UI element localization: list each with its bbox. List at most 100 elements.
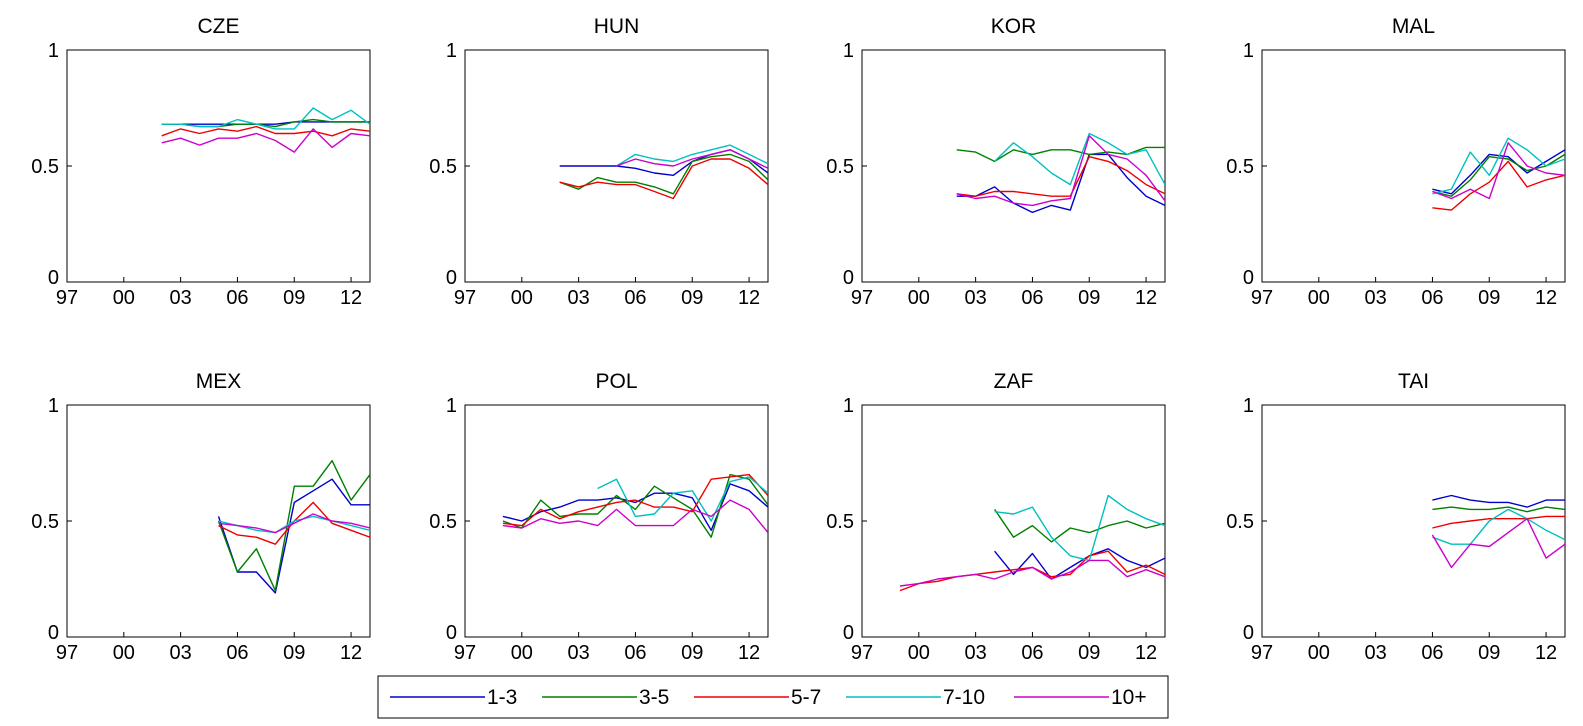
panel-title: CZE [198, 15, 240, 38]
legend-item-3-5: 3-5 [542, 686, 669, 709]
x-tick-label: 03 [965, 642, 987, 664]
x-tick-label: 00 [511, 287, 533, 309]
y-tick-label: 0.5 [429, 156, 457, 178]
panel-tai: TAI 97 00 03 06 09 12 0 0.5 1 [1226, 370, 1566, 664]
series-line-1-3 [956, 153, 1165, 214]
y-tick-label: 1 [1243, 395, 1254, 417]
x-tick-label: 00 [908, 642, 930, 664]
x-tick-label: 97 [454, 642, 476, 664]
series-group [217, 460, 370, 594]
series-line-1-3 [1432, 494, 1565, 508]
series-line-3-5 [994, 509, 1165, 543]
legend-item-1-3: 1-3 [390, 686, 517, 709]
x-tick-label: 06 [226, 642, 248, 664]
x-tick-label: 00 [1308, 642, 1330, 664]
y-tick-label: 0 [446, 622, 457, 644]
panel-hun: HUN 97 00 03 06 09 12 0 0.5 1 [429, 15, 769, 309]
legend-item-7-10: 7-10 [846, 686, 985, 709]
y-tick-label: 1 [843, 395, 854, 417]
y-tick-label: 1 [48, 395, 59, 417]
series-line-7-10 [616, 144, 768, 167]
y-tick-label: 1 [843, 40, 854, 62]
x-tick-label: 97 [1251, 642, 1273, 664]
series-line-7-10 [994, 132, 1165, 186]
x-tick-label: 03 [965, 287, 987, 309]
x-tick-label: 09 [1478, 287, 1500, 309]
panel-title: MAL [1392, 15, 1435, 38]
legend-label: 10+ [1111, 686, 1147, 709]
x-tick-label: 00 [1308, 287, 1330, 309]
series-group [956, 132, 1165, 214]
y-tick-label: 1 [1243, 40, 1254, 62]
x-tick-label: 03 [170, 287, 192, 309]
plot-frame [66, 49, 371, 283]
x-tick-label: 06 [1421, 642, 1443, 664]
y-tick-label: 0.5 [31, 156, 59, 178]
y-tick-label: 0 [843, 267, 854, 289]
series-group [1431, 494, 1565, 569]
series-line-7-10 [597, 476, 768, 522]
series-line-10plus [899, 559, 1165, 587]
series-line-7-10 [1432, 508, 1565, 545]
series-line-1-3 [502, 483, 768, 531]
legend-label: 5-7 [791, 686, 821, 709]
x-tick-label: 06 [1021, 642, 1043, 664]
panel-title: HUN [594, 15, 640, 38]
legend-item-5-7: 5-7 [694, 686, 821, 709]
y-tick-label: 0.5 [1226, 156, 1254, 178]
x-tick-label: 09 [681, 642, 703, 664]
series-line-5-7 [956, 155, 1165, 197]
x-tick-label: 03 [568, 287, 590, 309]
x-tick-label: 00 [113, 287, 135, 309]
series-group [161, 107, 370, 153]
x-tick-label: 09 [1078, 642, 1100, 664]
x-tick-label: 12 [340, 642, 362, 664]
y-tick-label: 0.5 [826, 511, 854, 533]
series-line-5-7 [899, 550, 1165, 592]
y-tick-label: 0.5 [1226, 511, 1254, 533]
series-line-5-7 [1432, 515, 1565, 529]
y-tick-label: 0.5 [826, 156, 854, 178]
x-tick-label: 12 [1535, 287, 1557, 309]
y-tick-label: 0 [843, 622, 854, 644]
x-tick-label: 12 [340, 287, 362, 309]
x-tick-label: 03 [1365, 287, 1387, 309]
x-tick-label: 06 [624, 642, 646, 664]
panel-kor: KOR 97 00 03 06 09 12 0 0.5 1 [826, 15, 1166, 309]
series-line-5-7 [559, 158, 768, 200]
series-group [559, 144, 768, 200]
panel-zaf: ZAF 97 00 03 06 09 12 0 0.5 1 [826, 370, 1166, 664]
panel-cze: CZE 97 00 03 06 09 12 0 0.5 1 [31, 15, 371, 309]
series-line-1-3 [217, 478, 370, 594]
y-tick-label: 0.5 [31, 511, 59, 533]
x-tick-label: 03 [1365, 642, 1387, 664]
plot-frame [1261, 404, 1566, 638]
series-line-10plus [1431, 518, 1565, 569]
plot-frame [464, 404, 769, 638]
x-tick-label: 06 [1021, 287, 1043, 309]
panel-title: MEX [196, 370, 242, 393]
x-tick-label: 03 [568, 642, 590, 664]
legend-label: 7-10 [943, 686, 985, 709]
series-line-5-7 [161, 125, 370, 137]
y-tick-label: 0 [1243, 622, 1254, 644]
x-tick-label: 03 [170, 642, 192, 664]
series-group [899, 494, 1165, 592]
x-tick-label: 97 [454, 287, 476, 309]
y-tick-label: 0 [1243, 267, 1254, 289]
y-tick-label: 0.5 [429, 511, 457, 533]
panel-mal: MAL 97 00 03 06 09 12 0 0.5 1 [1226, 15, 1566, 309]
series-line-10plus [956, 135, 1165, 207]
series-line-3-5 [217, 460, 370, 592]
plot-frame [861, 49, 1166, 283]
panel-title: POL [595, 370, 637, 393]
x-tick-label: 06 [624, 287, 646, 309]
y-tick-label: 0 [446, 267, 457, 289]
series-line-7-10 [1432, 137, 1565, 195]
series-line-3-5 [1432, 506, 1565, 513]
x-tick-label: 97 [851, 642, 873, 664]
y-tick-label: 1 [446, 395, 457, 417]
x-tick-label: 09 [1478, 642, 1500, 664]
